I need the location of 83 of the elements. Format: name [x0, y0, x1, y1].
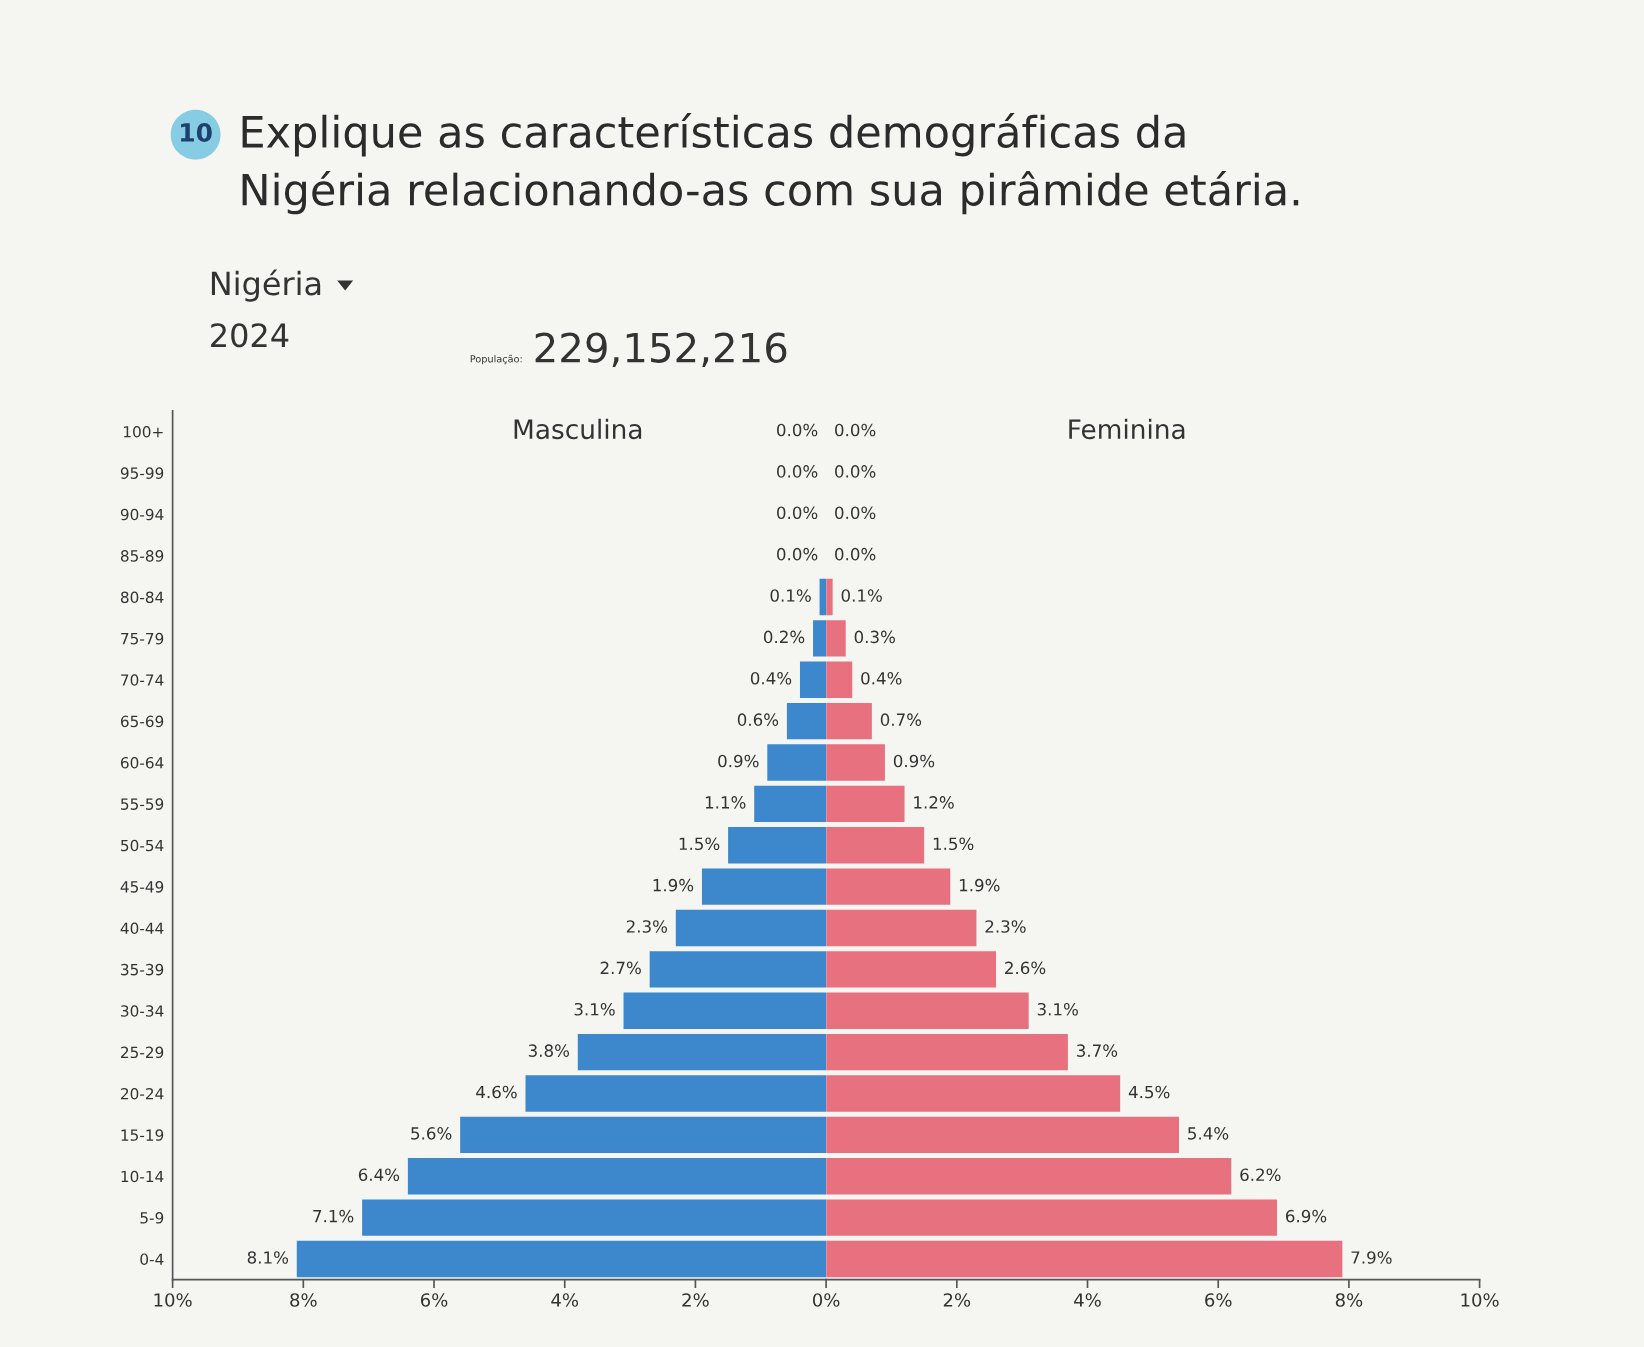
- x-tick-label: 4%: [1074, 1293, 1101, 1307]
- data-label: 2.3%: [985, 920, 1026, 933]
- data-label: 2.6%: [1005, 961, 1046, 975]
- data-label: 0.0%: [835, 465, 876, 478]
- data-label: 2.3%: [626, 920, 668, 933]
- y-tick-label: 0-4: [140, 1253, 164, 1265]
- data-label: 7.9%: [1351, 1251, 1392, 1264]
- data-label: 3.1%: [574, 1002, 615, 1016]
- data-label: 8.1%: [247, 1251, 289, 1264]
- y-tick-label: 70-74: [121, 674, 164, 686]
- data-label: 1.5%: [933, 837, 974, 851]
- y-tick-label: 60-64: [120, 756, 164, 769]
- data-label: 1.9%: [959, 878, 1000, 892]
- y-tick-label: 50-54: [121, 839, 164, 852]
- data-label: 0.1%: [770, 589, 811, 602]
- y-tick-label: 40-44: [120, 922, 164, 935]
- data-label: 0.0%: [835, 547, 876, 561]
- data-label: 0.0%: [777, 423, 818, 437]
- y-tick-label: 85-89: [120, 550, 164, 562]
- y-tick-label: 75-79: [121, 632, 164, 645]
- data-label: 0.4%: [750, 671, 792, 685]
- x-tick-label: 10%: [1461, 1293, 1499, 1307]
- data-label: 3.1%: [1037, 1002, 1078, 1016]
- data-label: 6.4%: [358, 1168, 400, 1182]
- data-label: 0.2%: [763, 630, 805, 644]
- data-label: 0.7%: [880, 713, 922, 726]
- text: Explique as características demográficas da: [242, 113, 1185, 157]
- data-label: 0.4%: [861, 671, 902, 685]
- data-label: 1.5%: [679, 837, 720, 851]
- y-tick-label: 80-84: [120, 591, 164, 604]
- data-label: 7.1%: [313, 1209, 354, 1223]
- data-label: 0.1%: [841, 589, 882, 602]
- data-label: 1.2%: [914, 796, 954, 809]
- chart-subtitle: 2024: [211, 323, 289, 348]
- y-tick-label: 90-94: [120, 508, 164, 521]
- data-label: 2.7%: [600, 961, 641, 975]
- data-label: 0.0%: [835, 506, 876, 520]
- x-tick-label: 4%: [551, 1293, 579, 1307]
- x-tick-label: 6%: [1205, 1293, 1232, 1307]
- y-tick-label: 10-14: [121, 1170, 164, 1183]
- text: 10: [181, 123, 212, 142]
- data-label: 0.0%: [777, 506, 818, 520]
- data-label: 1.1%: [705, 796, 746, 809]
- y-tick-label: 30-34: [121, 1005, 164, 1017]
- y-tick-label: 45-49: [120, 881, 164, 893]
- data-label: 6.9%: [1286, 1209, 1327, 1223]
- data-label: 3.7%: [1077, 1044, 1118, 1057]
- y-tick-label: 100+: [124, 425, 163, 438]
- data-label: 5.4%: [1188, 1127, 1229, 1140]
- data-label: 1.9%: [653, 878, 694, 892]
- data-label: 0.0%: [835, 423, 876, 437]
- y-tick-label: 25-29: [121, 1046, 164, 1059]
- y-tick-label: 35-39: [121, 963, 164, 976]
- data-label: 4.6%: [476, 1085, 517, 1099]
- y-tick-label: 20-24: [121, 1087, 164, 1100]
- x-tick-label: 8%: [1335, 1293, 1363, 1307]
- data-label: 0.6%: [737, 713, 779, 726]
- text: Nigéria relacionando-as com sua pirâmide etária.: [242, 170, 1299, 215]
- data-label: 0.9%: [718, 754, 759, 768]
- x-tick-label: 8%: [290, 1293, 317, 1307]
- data-label: 0.0%: [777, 547, 818, 561]
- x-tick-label: 0%: [812, 1293, 840, 1307]
- text: 229,152,216: [535, 332, 787, 368]
- x-tick-label: 10%: [154, 1293, 192, 1307]
- data-label: 0.9%: [893, 754, 935, 768]
- data-label: 0.0%: [777, 465, 818, 478]
- chart-title: Nigéria: [211, 269, 321, 302]
- data-label: 5.6%: [411, 1127, 452, 1140]
- text: População:: [470, 354, 522, 365]
- y-tick-label: 95-99: [120, 467, 164, 479]
- data-label: 0.3%: [854, 630, 895, 644]
- x-tick-label: 6%: [420, 1293, 448, 1307]
- x-tick-label: 2%: [682, 1293, 709, 1307]
- data-label: 6.2%: [1240, 1168, 1281, 1182]
- text: Feminina: [1069, 418, 1185, 440]
- y-tick-label: 5-9: [140, 1212, 164, 1224]
- data-label: 4.5%: [1128, 1085, 1170, 1099]
- text: Masculina: [514, 418, 642, 440]
- x-tick-label: 2%: [943, 1293, 971, 1307]
- data-label: 3.8%: [528, 1044, 570, 1057]
- y-tick-label: 55-59: [121, 798, 164, 810]
- y-tick-label: 15-19: [121, 1129, 164, 1141]
- y-tick-label: 65-69: [120, 715, 164, 728]
